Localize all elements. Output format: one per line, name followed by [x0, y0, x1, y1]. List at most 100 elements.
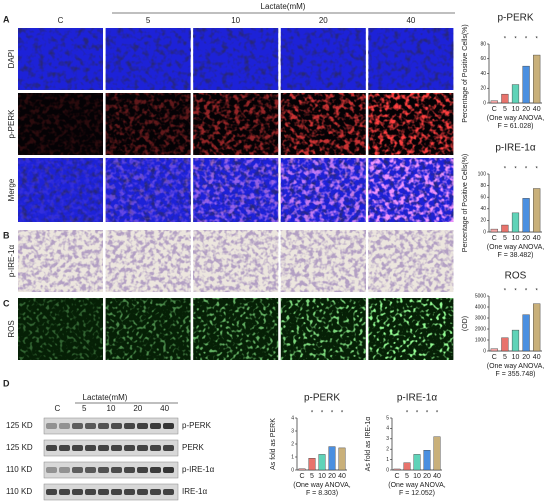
- y-tick-label: 60: [480, 195, 486, 201]
- bar: [501, 93, 509, 104]
- blot-band: [59, 467, 70, 473]
- y-tick-label: 0: [483, 348, 486, 354]
- chart-title: p-PERK: [304, 393, 340, 404]
- stats-note: (One way ANOVA,: [388, 482, 446, 489]
- significance-mark: *: [514, 289, 517, 295]
- stats-note: (One way ANOVA,: [487, 115, 545, 122]
- chart-title: p-PERK: [497, 13, 533, 24]
- y-axis-label: Percentage of Positive Cells(%): [462, 154, 469, 252]
- lane-label: 40: [160, 404, 169, 413]
- chart-title: p-IRE-1α: [495, 143, 535, 154]
- micrograph-texture: [280, 28, 366, 90]
- y-tick-label: 0: [483, 229, 486, 235]
- micrograph-texture: [368, 28, 454, 90]
- bar: [511, 212, 520, 233]
- y-axis-label: As fold as IRE-1α: [365, 417, 372, 472]
- blot-band: [150, 423, 161, 429]
- bar: [328, 446, 336, 471]
- x-tick-label: 40: [433, 473, 441, 480]
- blot-band: [150, 489, 161, 495]
- bar: [308, 458, 316, 471]
- row-label: DAPI: [7, 50, 16, 69]
- significance-mark: *: [321, 411, 324, 417]
- micrograph-texture: [18, 28, 103, 90]
- y-tick-label: 80: [480, 41, 486, 47]
- y-tick-label: 2000: [475, 326, 486, 332]
- micrograph-texture: [368, 298, 454, 360]
- band-size: 125 KD: [6, 443, 33, 452]
- blot-band: [59, 423, 70, 429]
- stats-note: (One way ANOVA,: [487, 244, 545, 251]
- bar: [393, 468, 401, 471]
- blot-band: [137, 423, 148, 429]
- y-tick-label: 40: [480, 206, 486, 212]
- bar: [298, 468, 306, 471]
- micrograph-texture: [105, 158, 191, 222]
- blot-band: [98, 467, 109, 473]
- band-size: 125 KD: [6, 421, 33, 430]
- significance-mark: *: [504, 37, 507, 43]
- micrograph-texture: [193, 93, 279, 155]
- bar: [490, 100, 498, 104]
- significance-mark: *: [536, 289, 539, 295]
- blot-band: [124, 423, 135, 429]
- x-tick-label: 5: [503, 354, 507, 361]
- significance-mark: *: [406, 411, 409, 417]
- x-tick-label: C: [492, 354, 497, 361]
- y-tick-label: 2: [386, 447, 389, 453]
- blot-band: [111, 445, 122, 451]
- band-label: p-IRE-1α: [182, 465, 215, 474]
- micrograph-texture: [18, 298, 103, 360]
- bar: [501, 224, 509, 233]
- column-label: 5: [146, 16, 151, 25]
- significance-mark: *: [525, 289, 528, 295]
- column-label: 40: [406, 16, 415, 25]
- bar: [511, 329, 520, 352]
- bar: [511, 84, 520, 104]
- micrograph-texture: [18, 230, 103, 292]
- blot-band: [98, 445, 109, 451]
- blot-band: [85, 467, 96, 473]
- blot-band: [98, 489, 109, 495]
- y-tick-label: 40: [480, 71, 486, 77]
- significance-mark: *: [514, 37, 517, 43]
- y-tick-label: 2: [291, 441, 294, 447]
- blot-band: [111, 489, 122, 495]
- x-tick-label: C: [492, 235, 497, 242]
- micrograph-texture: [18, 158, 103, 222]
- blot-band: [111, 467, 122, 473]
- y-tick-label: 60: [480, 56, 486, 62]
- column-label: C: [58, 16, 64, 25]
- micrograph-texture: [280, 158, 366, 222]
- bar: [490, 228, 498, 233]
- stats-note: F = 12.052): [399, 490, 435, 497]
- y-axis-label: Percentage of Positive Cells(%): [462, 24, 469, 122]
- x-tick-label: 5: [503, 106, 507, 113]
- significance-mark: *: [536, 37, 539, 43]
- significance-mark: *: [525, 167, 528, 173]
- y-tick-label: 0: [386, 467, 389, 473]
- x-tick-label: 10: [512, 235, 520, 242]
- x-tick-label: C: [492, 106, 497, 113]
- band-size: 110 KD: [6, 487, 32, 496]
- significance-mark: *: [331, 411, 334, 417]
- panel-letter: D: [3, 378, 10, 388]
- blot-band: [85, 445, 96, 451]
- blot-band: [163, 445, 174, 451]
- micrograph-texture: [105, 298, 191, 360]
- micrograph-texture: [280, 93, 366, 155]
- x-tick-label: 40: [533, 106, 541, 113]
- x-tick-label: 20: [522, 354, 530, 361]
- blot-band: [46, 489, 57, 495]
- significance-mark: *: [311, 411, 314, 417]
- bar: [522, 65, 530, 104]
- row-label: p-PERK: [7, 109, 16, 139]
- y-tick-label: 20: [480, 218, 486, 224]
- x-tick-label: 10: [413, 473, 421, 480]
- lane-label: 5: [82, 404, 87, 413]
- lane-label: 20: [133, 404, 142, 413]
- blot-band: [59, 445, 70, 451]
- blot-band: [150, 445, 161, 451]
- treatment-label: Lactate(mM): [261, 2, 306, 11]
